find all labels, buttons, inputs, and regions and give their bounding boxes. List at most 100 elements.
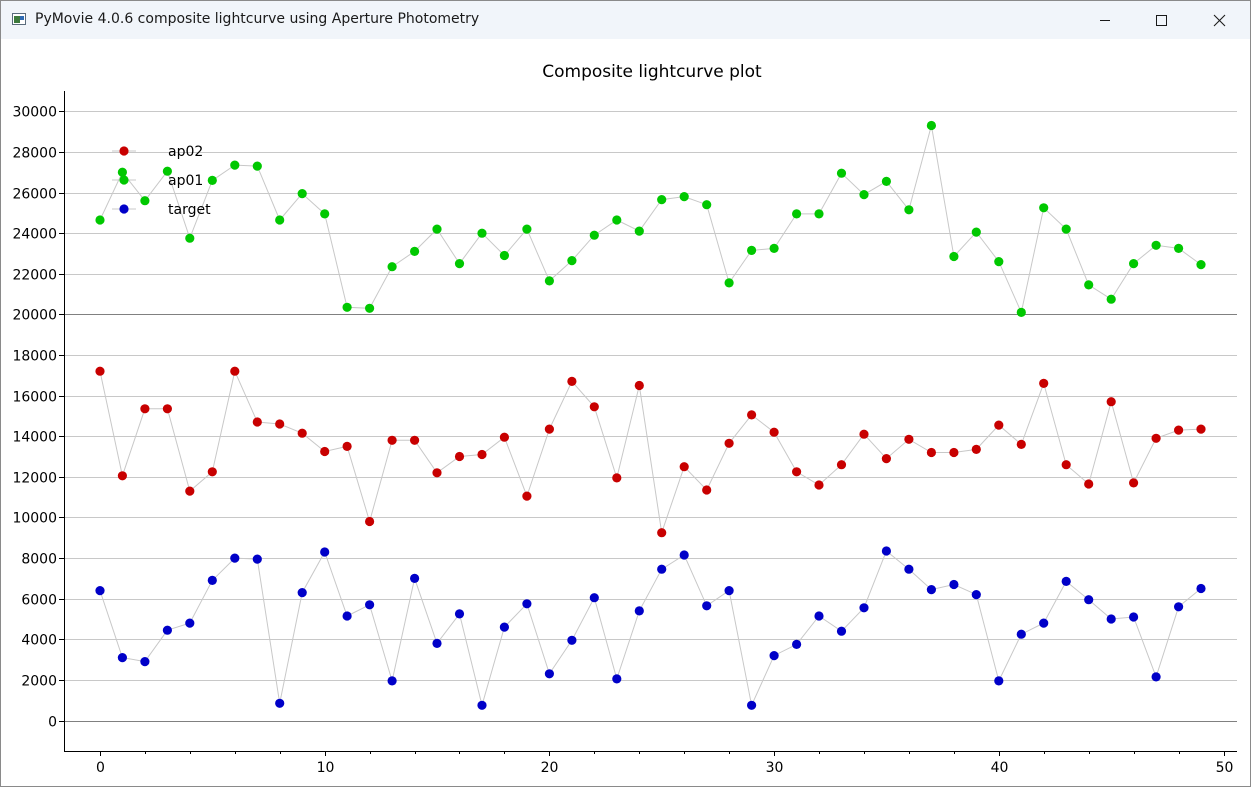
y-tick-label: 24000 — [12, 227, 57, 243]
data-point-ap02 — [1174, 425, 1184, 435]
data-point-ap01 — [185, 233, 195, 243]
data-point-target — [589, 593, 599, 603]
data-point-ap02 — [1084, 479, 1094, 489]
data-point-ap01 — [320, 209, 330, 219]
maximize-icon — [1156, 15, 1167, 26]
data-point-ap02 — [769, 427, 779, 437]
data-point-target — [454, 609, 465, 619]
data-point-target — [679, 550, 689, 560]
data-point-ap02 — [634, 380, 644, 391]
data-point-target — [1151, 672, 1161, 682]
data-point-ap01 — [1151, 240, 1161, 250]
data-point-ap01 — [477, 228, 487, 238]
data-point-ap01 — [702, 200, 712, 210]
data-point-target — [1196, 583, 1206, 594]
y-tick-label: 0 — [48, 715, 57, 731]
y-tick-label: 14000 — [12, 430, 57, 446]
y-tick-label: 6000 — [21, 593, 57, 609]
data-point-ap02 — [365, 516, 375, 527]
data-point-ap02 — [297, 428, 307, 438]
close-button[interactable] — [1196, 1, 1242, 39]
x-tick-label: 40 — [991, 760, 1009, 776]
data-point-ap01 — [1016, 307, 1026, 317]
title-bar[interactable]: PyMovie 4.0.6 composite lightcurve using… — [1, 1, 1250, 39]
data-point-ap01 — [432, 224, 442, 234]
data-point-ap02 — [926, 447, 937, 458]
minimize-button[interactable] — [1081, 1, 1127, 39]
y-tick-label: 28000 — [12, 146, 57, 162]
data-point-ap02 — [522, 491, 532, 501]
series-line-target — [99, 550, 1202, 708]
data-point-target — [432, 638, 442, 649]
data-point-ap01 — [1174, 243, 1184, 253]
data-point-ap02 — [342, 441, 352, 451]
data-point-target — [792, 639, 802, 650]
data-point-ap02 — [836, 460, 847, 470]
data-point-target — [904, 564, 914, 574]
y-tick-label: 16000 — [12, 390, 57, 406]
data-points — [95, 120, 1206, 710]
data-point-ap01 — [657, 195, 667, 205]
legend-label-ap01: ap01 — [168, 173, 203, 189]
data-point-ap01 — [904, 205, 914, 215]
data-point-ap01 — [1039, 203, 1049, 213]
data-point-ap01 — [342, 302, 352, 312]
data-point-ap02 — [679, 462, 689, 472]
data-point-ap01 — [792, 209, 802, 219]
data-point-target — [230, 553, 240, 563]
data-point-ap01 — [926, 120, 937, 131]
data-point-ap01 — [836, 168, 847, 178]
data-point-target — [410, 573, 420, 584]
data-point-ap01 — [162, 166, 172, 176]
data-point-target — [544, 669, 555, 679]
close-icon — [1213, 14, 1226, 27]
data-point-target — [1061, 576, 1071, 587]
data-point-ap01 — [544, 276, 555, 286]
data-point-ap01 — [612, 215, 622, 225]
chart-title: Composite lightcurve plot — [542, 62, 762, 82]
data-point-ap01 — [724, 278, 734, 288]
data-point-ap01 — [297, 189, 307, 199]
y-tick-label: 22000 — [12, 268, 57, 284]
data-point-ap02 — [589, 402, 599, 412]
data-point-target — [769, 651, 779, 661]
data-point-target — [499, 622, 509, 632]
plot-area[interactable]: Composite lightcurve plot 0 2000 4000 6000 8… — [1, 39, 1250, 786]
data-point-ap02 — [320, 446, 330, 457]
legend-marker-ap01 — [119, 175, 129, 185]
data-point-target — [1106, 614, 1116, 624]
data-point-ap01 — [881, 176, 892, 186]
data-point-ap02 — [724, 438, 734, 448]
legend-label-target: target — [168, 202, 211, 218]
data-point-ap02 — [387, 435, 397, 445]
data-point-ap02 — [410, 435, 420, 445]
legend-marker-ap02 — [119, 146, 129, 156]
data-point-ap02 — [1016, 439, 1026, 449]
data-point-ap01 — [117, 167, 127, 177]
data-point-target — [612, 674, 622, 684]
axes: 0 2000 4000 6000 8000 10000 12000 14000 16000 180… — [12, 91, 1237, 776]
data-point-ap01 — [589, 230, 599, 240]
data-point-target — [724, 586, 734, 596]
grid — [64, 111, 1237, 722]
data-point-ap01 — [207, 175, 217, 185]
series-lines — [99, 125, 1202, 708]
data-point-ap02 — [904, 434, 914, 444]
data-point-ap01 — [522, 224, 532, 234]
data-point-ap02 — [1129, 478, 1139, 488]
data-point-ap02 — [230, 366, 240, 376]
lightcurve-chart[interactable]: Composite lightcurve plot 0 2000 4000 6000 8… — [1, 39, 1250, 786]
data-point-ap01 — [859, 190, 869, 200]
data-point-ap02 — [702, 485, 712, 495]
data-point-ap02 — [207, 467, 217, 477]
data-point-ap02 — [1106, 397, 1116, 407]
data-point-ap01 — [365, 303, 375, 313]
x-tick-label: 0 — [96, 760, 105, 776]
data-point-ap02 — [657, 528, 667, 538]
maximize-button[interactable] — [1138, 1, 1184, 39]
y-tick-label: 4000 — [21, 633, 57, 649]
data-point-ap01 — [994, 257, 1004, 267]
data-point-target — [971, 590, 981, 600]
data-point-target — [320, 547, 330, 557]
